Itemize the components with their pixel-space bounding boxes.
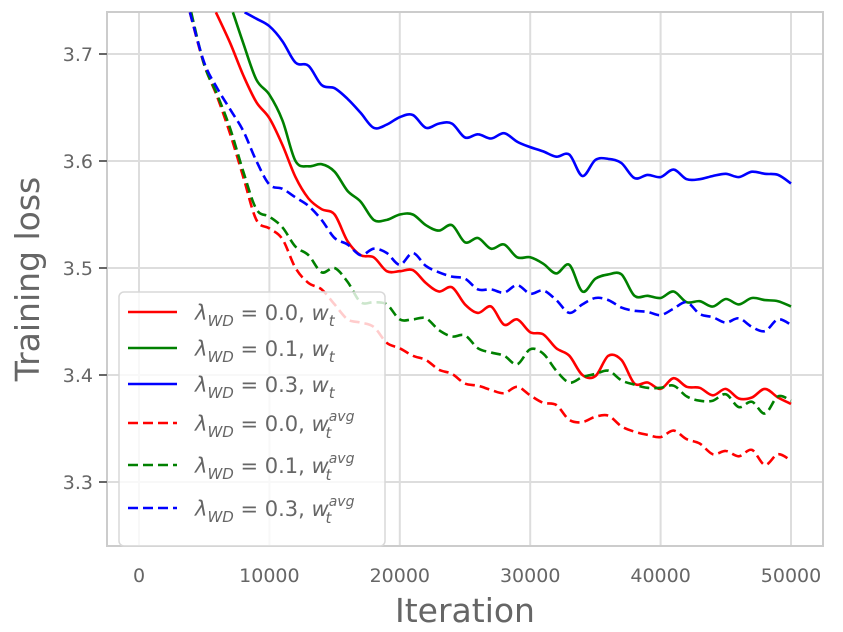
series-line-6 (188, 12, 792, 333)
x-tick-label: 20000 (370, 565, 430, 587)
legend-label: λWD = 0.0, wavg t (194, 409, 355, 442)
x-axis: 0 10000 20000 30000 40000 50000 (133, 565, 821, 587)
x-tick-label: 30000 (500, 565, 560, 587)
y-tick-label: 3.6 (63, 151, 93, 173)
series-line-2 (231, 12, 792, 308)
y-tick-label: 3.5 (63, 258, 93, 280)
y-tick-label: 3.7 (63, 44, 93, 66)
legend-label: λWD = 0.0, wt (194, 301, 336, 330)
x-tick-label: 0 (133, 565, 145, 587)
series-line-4 (188, 12, 792, 467)
legend-label: λWD = 0.3, wt (194, 373, 336, 402)
legend-box (118, 291, 386, 547)
y-tick-label: 3.4 (63, 365, 93, 387)
plot-frame (106, 11, 824, 547)
y-axis: 3.3 3.4 3.5 3.6 3.7 (63, 44, 107, 494)
series-line-3 (244, 12, 792, 185)
y-axis-title: Training loss (8, 177, 47, 382)
x-tick-label: 40000 (630, 565, 690, 587)
legend-label: λWD = 0.1, wavg t (194, 451, 355, 484)
series-line-5 (189, 12, 792, 415)
legend: λWD = 0.0, wt λWD = 0.1, wt λWD = 0.3, wt λ… (118, 291, 386, 547)
legend-label: λWD = 0.1, wt (194, 337, 336, 366)
series-lines (188, 12, 792, 467)
legend-label: λWD = 0.3, wavg t (194, 494, 355, 527)
series-line-1 (214, 12, 792, 406)
y-tick-label: 3.3 (63, 472, 93, 494)
x-tick-label: 10000 (239, 565, 299, 587)
x-tick-label: 50000 (761, 565, 821, 587)
x-axis-title: Iteration (395, 591, 535, 630)
